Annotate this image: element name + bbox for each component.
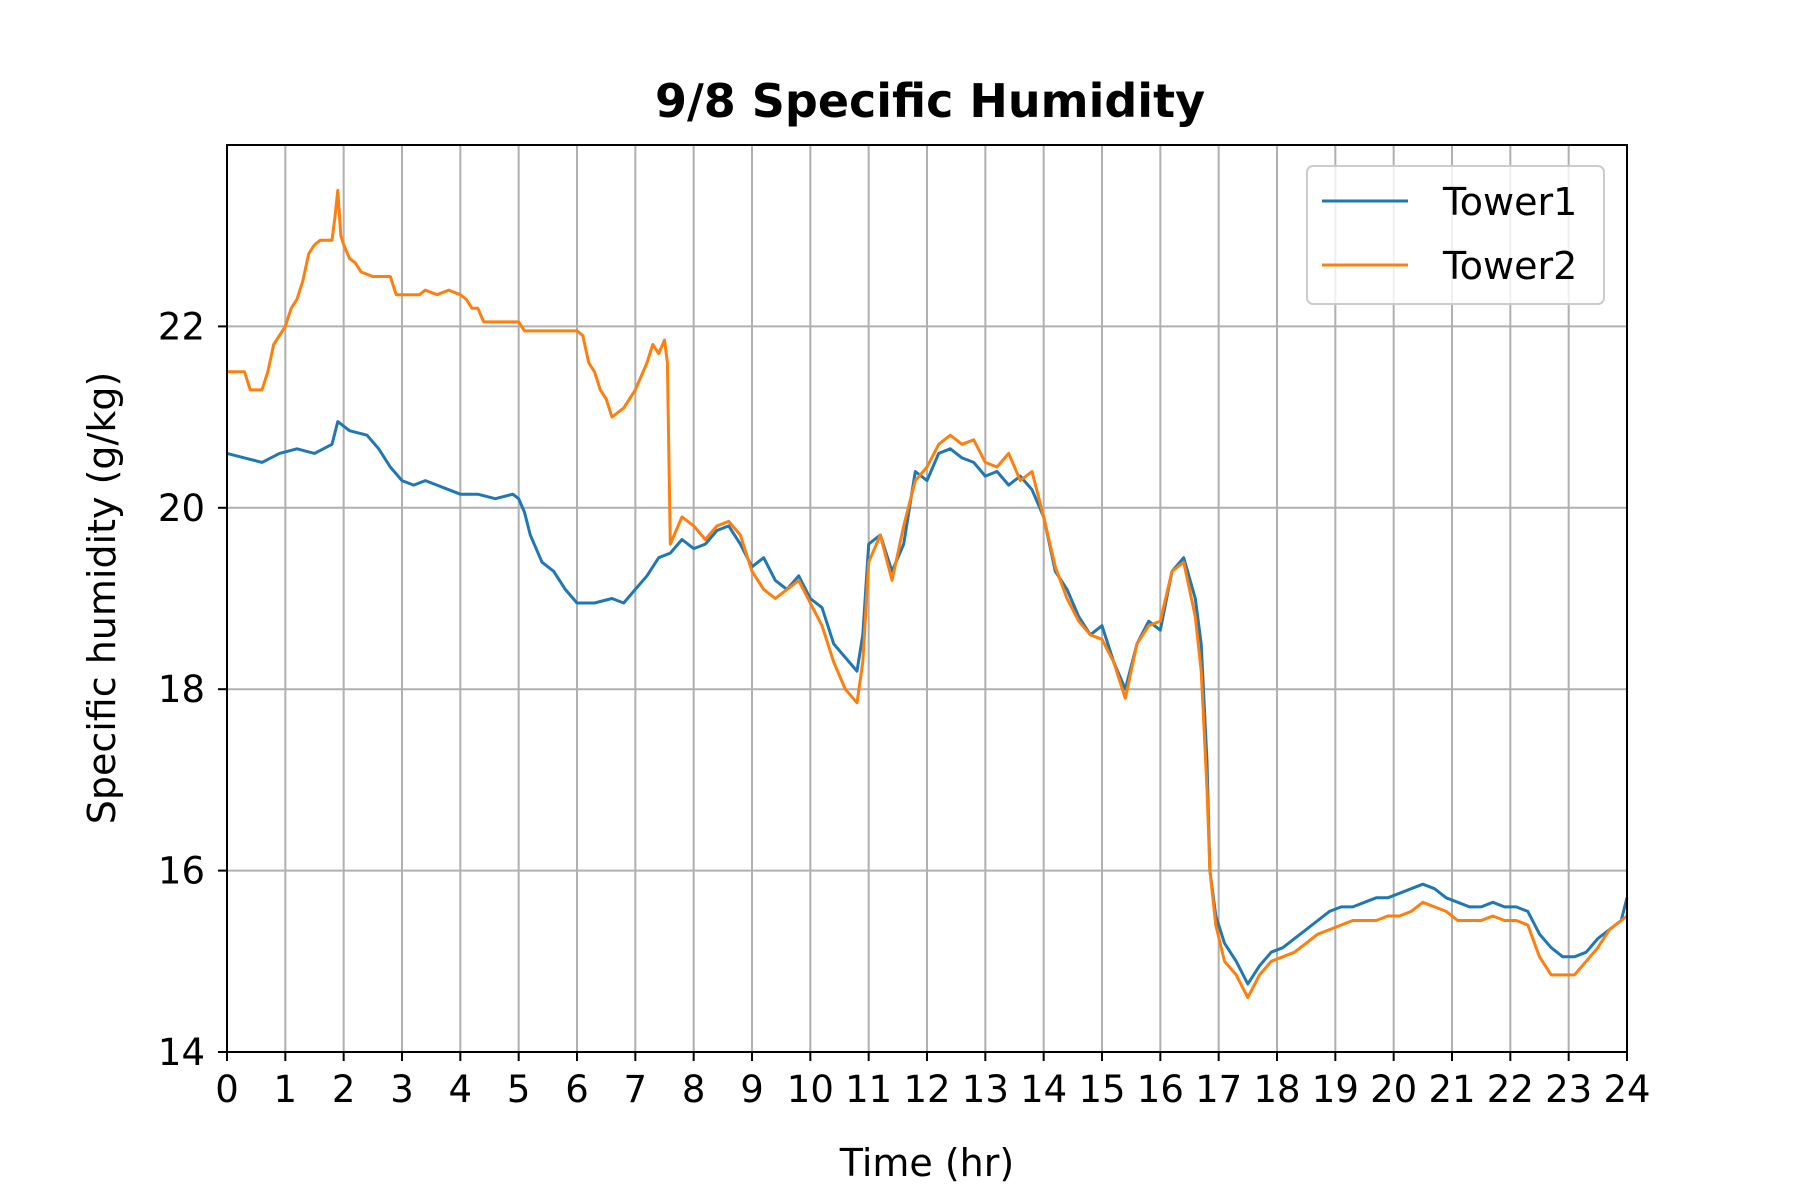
series-line-tower2 [227, 188, 1628, 1000]
y-tick-label: 14 [158, 1031, 205, 1074]
chart-title: 9/8 Specific Humidity [655, 74, 1205, 128]
x-tick-label: 13 [962, 1068, 1009, 1111]
x-tick-label: 4 [449, 1068, 473, 1111]
x-tick-label: 21 [1428, 1068, 1475, 1111]
x-tick-label: 15 [1078, 1068, 1125, 1111]
x-tick-label: 6 [565, 1068, 589, 1111]
x-tick-label: 24 [1603, 1068, 1650, 1111]
x-tick-label: 1 [274, 1068, 298, 1111]
x-tick-label: 17 [1195, 1068, 1242, 1111]
x-tick-label: 18 [1253, 1068, 1300, 1111]
series-line-tower1 [226, 420, 1629, 986]
x-tick-label: 8 [682, 1068, 706, 1111]
x-tick-label: 20 [1370, 1068, 1417, 1111]
y-tick-label: 22 [158, 305, 205, 348]
x-tick-label: 12 [903, 1068, 950, 1111]
x-tick-label: 22 [1487, 1068, 1534, 1111]
x-tick-label: 9 [740, 1068, 764, 1111]
x-tick-label: 0 [215, 1068, 239, 1111]
x-tick-label: 3 [390, 1068, 414, 1111]
x-tick-label: 23 [1545, 1068, 1592, 1111]
x-tick-label: 2 [332, 1068, 356, 1111]
x-axis-label: Time (hr) [839, 1141, 1014, 1185]
axis-ticks: 0 1 2 3 4 5 6 7 8 9 10 11 12 13 14 15 16 17 18 19 20 21 22 23 24… [158, 305, 1651, 1111]
x-tick-label: 10 [787, 1068, 834, 1111]
x-tick-label: 7 [624, 1068, 648, 1111]
series-lines [226, 188, 1629, 1000]
legend: Tower1 Tower2 [1306, 165, 1605, 305]
x-tick-label: 16 [1137, 1068, 1184, 1111]
legend-label-tower1: Tower1 [1442, 180, 1577, 224]
y-tick-label: 16 [158, 850, 205, 893]
x-tick-label: 14 [1020, 1068, 1067, 1111]
y-tick-label: 18 [158, 668, 205, 711]
x-tick-label: 19 [1312, 1068, 1359, 1111]
x-tick-label: 11 [845, 1068, 892, 1111]
x-tick-label: 5 [507, 1068, 531, 1111]
legend-label-tower2: Tower2 [1442, 244, 1577, 288]
y-tick-label: 20 [158, 487, 205, 530]
y-axis-label: Specific humidity (g/kg) [80, 372, 124, 825]
